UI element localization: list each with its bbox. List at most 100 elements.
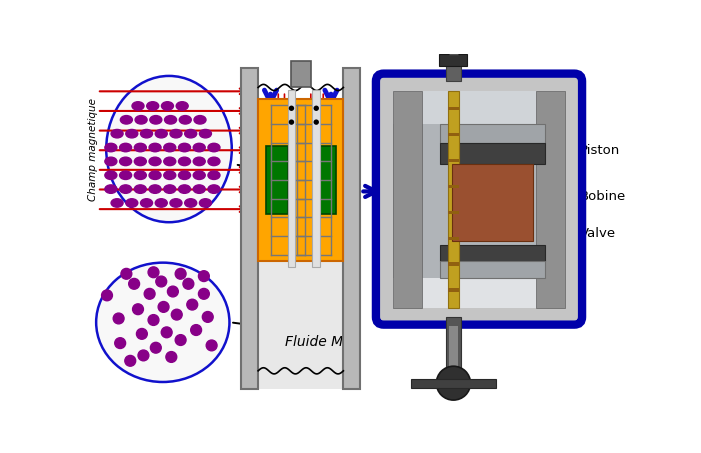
Ellipse shape xyxy=(135,171,147,179)
Ellipse shape xyxy=(121,116,132,124)
Ellipse shape xyxy=(170,130,182,138)
Ellipse shape xyxy=(164,143,176,152)
Bar xyxy=(448,185,459,188)
Circle shape xyxy=(203,312,213,323)
Ellipse shape xyxy=(164,171,176,179)
Ellipse shape xyxy=(193,157,205,166)
Ellipse shape xyxy=(184,130,197,138)
Circle shape xyxy=(158,302,169,312)
Ellipse shape xyxy=(193,171,205,179)
Bar xyxy=(393,279,565,308)
Circle shape xyxy=(102,290,112,301)
Ellipse shape xyxy=(193,185,205,193)
FancyBboxPatch shape xyxy=(376,73,582,325)
Circle shape xyxy=(187,299,198,310)
Circle shape xyxy=(171,309,182,320)
Bar xyxy=(449,43,458,55)
Ellipse shape xyxy=(208,185,220,193)
Bar xyxy=(411,379,496,388)
Text: Champ magnetique: Champ magnetique xyxy=(88,97,98,201)
Bar xyxy=(440,261,545,279)
Bar xyxy=(446,317,461,386)
Bar xyxy=(452,40,455,44)
Ellipse shape xyxy=(135,116,147,124)
Ellipse shape xyxy=(105,185,117,193)
Ellipse shape xyxy=(170,199,182,207)
Bar xyxy=(448,262,459,265)
Bar xyxy=(452,164,533,241)
Bar xyxy=(449,326,458,386)
Circle shape xyxy=(175,269,186,279)
Circle shape xyxy=(289,106,294,111)
Circle shape xyxy=(125,356,136,366)
Circle shape xyxy=(198,271,210,281)
Ellipse shape xyxy=(132,102,144,110)
Circle shape xyxy=(175,335,186,346)
Ellipse shape xyxy=(135,185,147,193)
Bar xyxy=(314,146,336,214)
Text: Piston: Piston xyxy=(549,144,620,157)
Circle shape xyxy=(121,269,132,279)
Ellipse shape xyxy=(164,157,176,166)
Bar xyxy=(343,68,360,389)
Text: Bobine: Bobine xyxy=(549,190,626,203)
Circle shape xyxy=(129,279,139,289)
Ellipse shape xyxy=(111,130,123,138)
Circle shape xyxy=(289,120,294,125)
Bar xyxy=(287,90,295,267)
Bar xyxy=(448,211,459,214)
Ellipse shape xyxy=(105,171,117,179)
Ellipse shape xyxy=(96,263,229,382)
Ellipse shape xyxy=(107,76,232,222)
Circle shape xyxy=(132,304,144,315)
Ellipse shape xyxy=(120,171,132,179)
Text: Valve: Valve xyxy=(549,227,616,240)
Ellipse shape xyxy=(208,171,220,179)
Ellipse shape xyxy=(199,199,212,207)
Bar xyxy=(393,91,565,308)
Ellipse shape xyxy=(140,199,153,207)
Ellipse shape xyxy=(125,199,138,207)
Ellipse shape xyxy=(179,171,191,179)
Circle shape xyxy=(198,289,210,299)
Bar xyxy=(448,107,459,110)
Ellipse shape xyxy=(155,130,168,138)
Circle shape xyxy=(437,366,470,400)
Ellipse shape xyxy=(105,157,117,166)
Ellipse shape xyxy=(120,143,132,152)
Circle shape xyxy=(138,350,149,361)
Bar xyxy=(241,68,258,389)
Ellipse shape xyxy=(140,130,153,138)
Bar xyxy=(393,91,423,308)
Ellipse shape xyxy=(125,130,138,138)
Ellipse shape xyxy=(179,157,191,166)
Circle shape xyxy=(166,352,177,362)
Ellipse shape xyxy=(150,116,162,124)
Ellipse shape xyxy=(179,185,191,193)
Ellipse shape xyxy=(149,185,161,193)
Ellipse shape xyxy=(120,157,132,166)
Ellipse shape xyxy=(165,116,177,124)
Circle shape xyxy=(206,340,217,351)
Ellipse shape xyxy=(199,130,212,138)
Bar xyxy=(440,143,545,164)
Bar xyxy=(448,159,459,162)
Text: Fluide MR: Fluide MR xyxy=(285,335,353,348)
Circle shape xyxy=(151,342,161,353)
Ellipse shape xyxy=(111,199,123,207)
Ellipse shape xyxy=(208,143,220,152)
Bar xyxy=(448,236,459,240)
Circle shape xyxy=(113,313,124,324)
Ellipse shape xyxy=(120,185,132,193)
Circle shape xyxy=(161,327,172,338)
Ellipse shape xyxy=(147,102,158,110)
Ellipse shape xyxy=(161,102,173,110)
Circle shape xyxy=(144,289,155,299)
Ellipse shape xyxy=(135,143,147,152)
Ellipse shape xyxy=(155,199,168,207)
Circle shape xyxy=(115,338,125,348)
Bar xyxy=(440,53,468,66)
Ellipse shape xyxy=(135,157,147,166)
Bar xyxy=(393,91,565,124)
Ellipse shape xyxy=(179,143,191,152)
